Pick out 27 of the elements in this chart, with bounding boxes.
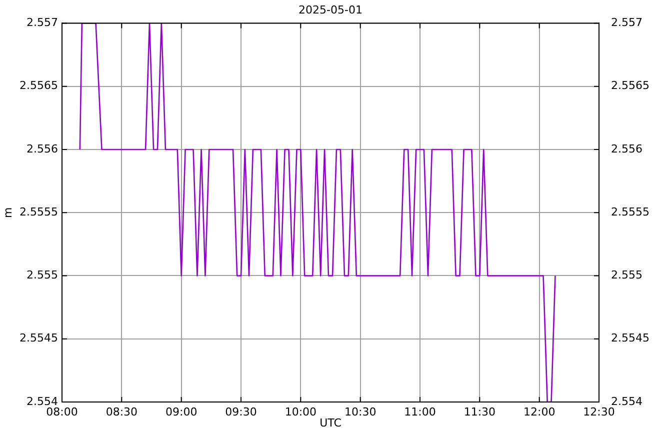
x-tick-label: 08:30 [106, 405, 138, 418]
x-tick-label: 12:30 [583, 405, 615, 418]
y2-tick-label: 2.5545 [611, 332, 650, 345]
x-tick-label: 08:00 [46, 405, 78, 418]
x-tick-label: 09:30 [225, 405, 257, 418]
y2-tick-label: 2.554 [611, 394, 642, 408]
y-tick-label: 2.555 [26, 268, 58, 282]
x-tick-label: 12:00 [523, 405, 556, 418]
y2-tick-label: 2.5565 [611, 79, 650, 92]
x-tick-label: 10:00 [284, 405, 317, 418]
x-tick-label: 10:30 [344, 405, 376, 418]
y-tick-label: 2.5555 [20, 205, 58, 218]
chart-title: 2025-05-01 [298, 3, 362, 16]
x-tick-label: 11:30 [464, 405, 496, 418]
y-tick-label: 2.557 [26, 16, 58, 30]
x-tick-label: 11:00 [404, 405, 436, 418]
y-axis-title: m [1, 207, 14, 218]
x-axis-title: UTC [320, 416, 342, 430]
y2-tick-label: 2.555 [611, 268, 642, 282]
y-tick-label: 2.554 [26, 394, 58, 408]
y2-tick-label: 2.557 [611, 16, 642, 30]
y2-tick-label: 2.556 [611, 142, 642, 156]
x-tick-label: 09:00 [165, 405, 198, 418]
y-tick-label: 2.5545 [20, 332, 58, 345]
y2-tick-label: 2.5555 [611, 205, 650, 218]
y-tick-label: 2.5565 [20, 79, 58, 92]
y-tick-label: 2.556 [26, 142, 58, 156]
